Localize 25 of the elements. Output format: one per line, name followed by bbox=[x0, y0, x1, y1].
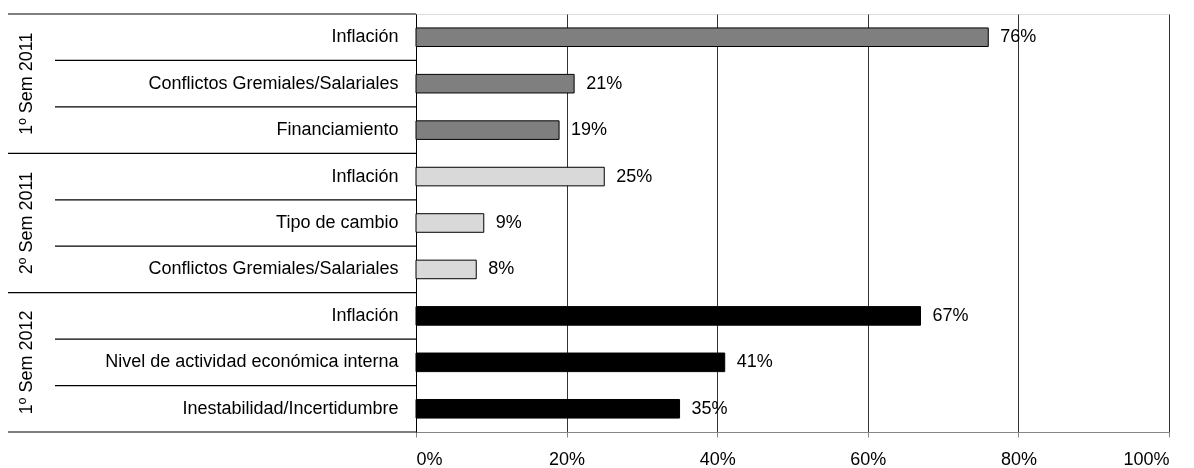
data-label: 67% bbox=[932, 304, 969, 325]
y-tick-label: Tipo de cambio bbox=[276, 212, 399, 232]
x-tick-label: 60% bbox=[850, 448, 887, 468]
y-tick-label: Inflación bbox=[331, 304, 399, 325]
x-tick-label: 100% bbox=[1123, 448, 1170, 468]
y-tick-label: Inestabilidad/Incertidumbre bbox=[182, 397, 399, 418]
y-tick-label: Inflación bbox=[331, 26, 399, 47]
x-tick-label: 0% bbox=[416, 448, 443, 468]
y-tick-label: Conflictos Gremiales/Salariales bbox=[148, 72, 399, 93]
x-tick-label: 80% bbox=[1000, 448, 1037, 468]
data-label: 25% bbox=[616, 165, 653, 186]
y-tick-label: Financiamiento bbox=[276, 119, 399, 140]
data-label: 9% bbox=[495, 212, 522, 232]
y-tick-label: Conflictos Gremiales/Salariales bbox=[148, 258, 399, 279]
y-tick-label: Inflación bbox=[331, 165, 399, 186]
data-label: 19% bbox=[571, 119, 608, 140]
data-label: 21% bbox=[586, 72, 623, 93]
text: 1º Sem 2012 bbox=[16, 310, 36, 415]
x-tick-label: 40% bbox=[699, 448, 736, 468]
text: 1º Sem 2011 bbox=[16, 32, 36, 135]
data-label: 8% bbox=[488, 258, 515, 279]
y-tick-label: Nivel de actividad económica interna bbox=[105, 351, 400, 372]
text: 2º Sem 2011 bbox=[16, 171, 36, 275]
x-tick-label: 20% bbox=[549, 448, 586, 468]
data-label: 41% bbox=[736, 351, 773, 372]
